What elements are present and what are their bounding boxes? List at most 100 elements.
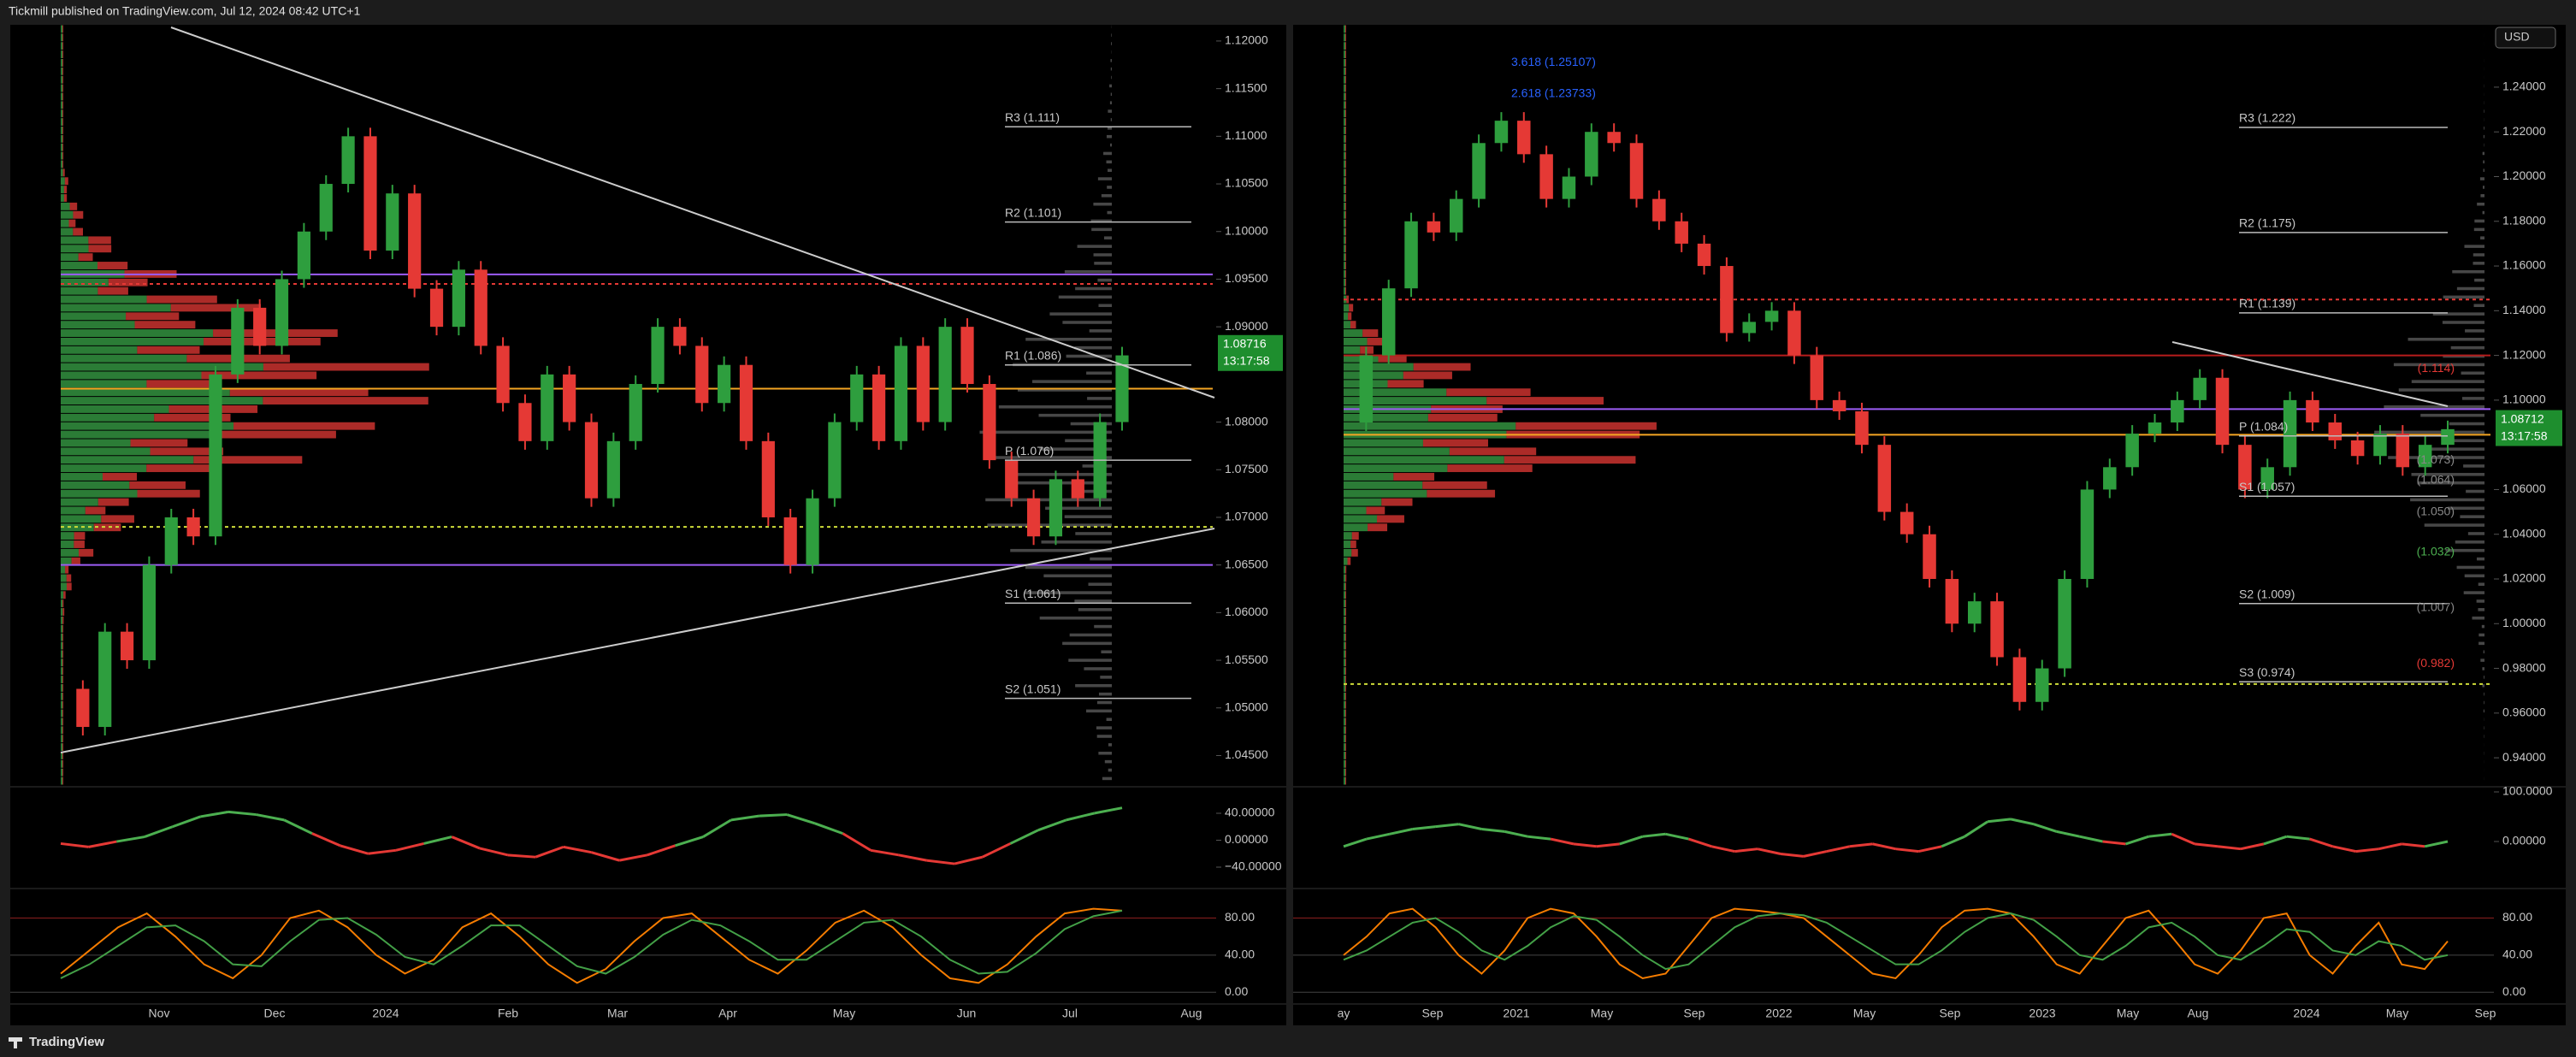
volume-profile — [61, 59, 62, 67]
volume-profile — [62, 33, 63, 42]
candle — [1472, 143, 1486, 199]
candle — [828, 422, 842, 499]
volume-profile — [61, 624, 62, 633]
volume-profile — [1089, 329, 1112, 333]
volume-profile — [61, 134, 62, 143]
price-tag-value: 1.08716 — [1223, 336, 1267, 350]
volume-profile — [62, 616, 64, 624]
osc-segment — [1389, 828, 1414, 836]
volume-profile — [73, 210, 84, 219]
volume-profile — [1106, 717, 1112, 722]
volume-profile — [1345, 109, 1346, 118]
y-tick-label: 1.07000 — [1225, 510, 1268, 523]
candle — [164, 517, 178, 565]
volume-profile — [1344, 717, 1345, 726]
volume-profile — [1345, 717, 1346, 726]
volume-profile — [61, 591, 64, 599]
volume-profile — [2410, 498, 2484, 502]
y-tick-label: 1.10000 — [1225, 223, 1268, 237]
x-tick-label: Aug — [1181, 1007, 1202, 1020]
osc-segment — [591, 851, 620, 862]
volume-profile — [61, 683, 62, 692]
osc-segment — [507, 853, 536, 859]
stoch-line — [60, 909, 1123, 979]
osc-segment — [1711, 845, 1735, 853]
volume-profile — [61, 599, 62, 608]
volume-profile — [1344, 608, 1345, 616]
osc-segment — [2217, 845, 2242, 851]
volume-profile — [1104, 759, 1112, 764]
volume-profile — [62, 134, 63, 143]
volume-profile — [1387, 380, 1424, 388]
volume-profile — [998, 405, 1112, 409]
candle — [2193, 377, 2207, 400]
osc-segment — [340, 844, 369, 855]
volume-profile — [1344, 557, 1348, 565]
volume-profile — [1344, 363, 1414, 371]
candle — [1427, 221, 1441, 233]
candle — [186, 517, 200, 537]
volume-profile — [1345, 658, 1346, 667]
osc-tick-label: 100.0000 — [2502, 784, 2553, 798]
volume-profile — [1106, 134, 1112, 139]
volume-profile — [1066, 354, 1112, 358]
pivot-label: S1 (1.057) — [2239, 480, 2295, 493]
candle — [894, 345, 908, 441]
volume-profile — [2408, 337, 2484, 341]
volume-profile — [2427, 447, 2484, 451]
volume-profile — [1345, 565, 1347, 574]
volume-profile — [1031, 380, 1112, 383]
volume-profile — [1345, 700, 1346, 709]
volume-profile — [2450, 345, 2484, 350]
candle — [1675, 221, 1688, 244]
candle — [253, 307, 267, 346]
volume-profile — [1344, 692, 1345, 700]
volume-profile — [2473, 304, 2484, 308]
volume-profile — [1344, 245, 1345, 253]
y-tick-label: 1.09000 — [1225, 319, 1268, 333]
volume-profile — [2477, 202, 2484, 206]
volume-profile — [62, 735, 63, 743]
y-tick-label: 1.00000 — [2502, 616, 2546, 629]
volume-profile — [1344, 42, 1345, 50]
volume-profile — [1345, 92, 1346, 101]
volume-profile — [85, 506, 106, 515]
volume-profile — [2465, 329, 2484, 333]
osc-segment — [2378, 842, 2402, 851]
candle — [2148, 422, 2162, 434]
candle — [1115, 355, 1129, 422]
x-tick-label: Sep — [1422, 1007, 1444, 1020]
volume-profile — [1344, 59, 1345, 67]
volume-profile — [62, 608, 65, 616]
volume-profile — [74, 540, 85, 548]
volume-profile — [1344, 118, 1345, 127]
candle — [2350, 440, 2365, 457]
volume-profile — [61, 245, 89, 253]
volume-profile — [61, 25, 62, 33]
volume-profile — [1344, 371, 1403, 380]
volume-profile — [61, 278, 109, 286]
volume-profile — [1345, 177, 1346, 186]
osc-segment — [842, 832, 871, 852]
volume-profile — [61, 118, 62, 127]
y-tick-label: 0.94000 — [2502, 750, 2546, 764]
osc-segment — [2355, 847, 2379, 853]
volume-profile — [97, 286, 128, 295]
volume-profile — [1064, 515, 1112, 518]
candle — [341, 136, 355, 185]
volume-profile — [1349, 304, 1354, 312]
annotation: (1.064) — [2417, 473, 2455, 487]
volume-profile — [1344, 709, 1345, 717]
volume-profile — [1344, 498, 1382, 506]
volume-profile — [1096, 700, 1112, 705]
volume-profile — [1078, 608, 1112, 611]
volume-profile — [62, 650, 63, 658]
volume-profile — [1345, 735, 1346, 743]
trendline — [170, 27, 1215, 399]
y-tick-label: 1.22000 — [2502, 124, 2546, 138]
osc-segment — [1734, 847, 1758, 853]
volume-profile — [1422, 439, 1488, 447]
volume-profile — [61, 33, 62, 42]
volume-profile — [61, 658, 62, 667]
volume-profile — [61, 676, 62, 683]
